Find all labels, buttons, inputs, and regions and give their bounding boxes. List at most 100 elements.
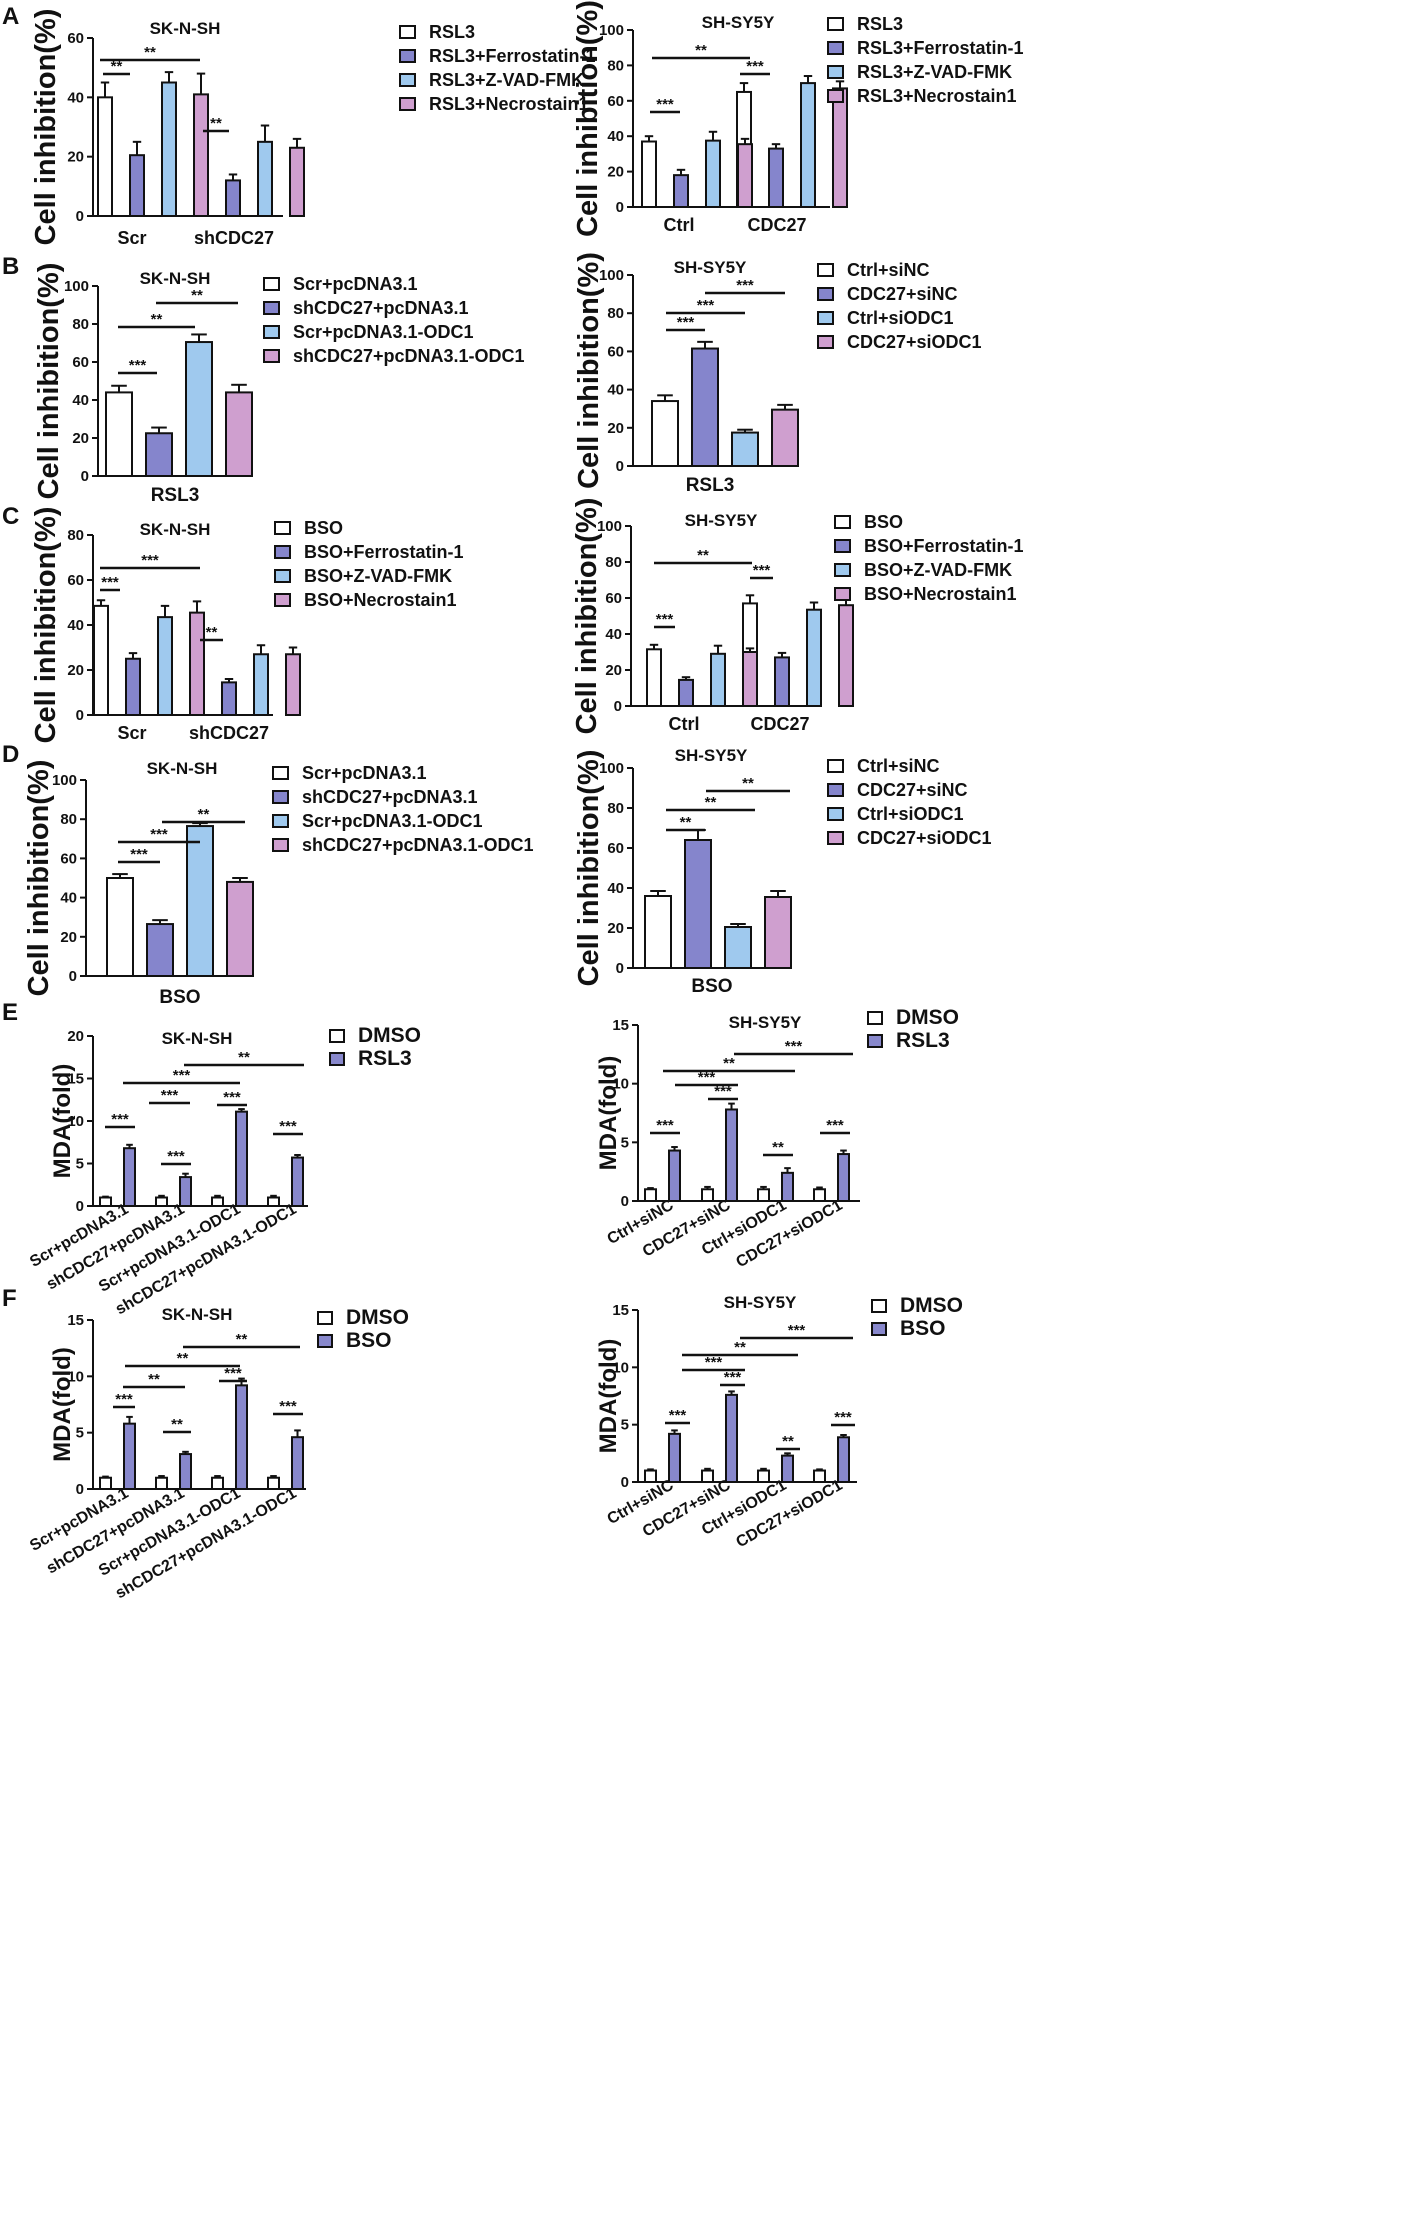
bar [221,681,237,716]
legend-label: Scr+pcDNA3.1 [302,763,427,783]
significance-label: *** [736,277,754,294]
panel-label: B [2,253,19,280]
chart-title: SK-N-SH [147,759,218,778]
bar [644,895,672,969]
bar [93,604,109,716]
bar [701,1469,714,1483]
legend: RSL3 RSL3+Ferrostatin-1 RSL3+Z-VAD-FMK RSL3… [399,22,596,114]
bar [684,839,712,969]
legend-swatch [274,569,291,583]
panel-label: C [2,503,19,530]
legend-label: shCDC27+pcDNA3.1 [302,787,478,807]
y-tick-label: 20 [607,920,624,937]
y-tick-label: 40 [607,382,624,399]
legend-swatch [834,587,851,601]
significance-label: ** [206,624,218,641]
significance-label: ** [680,814,692,831]
bar [105,391,133,477]
chart-title: SH-SY5Y [675,746,748,765]
bar [832,87,848,208]
significance-label: *** [101,574,119,591]
bar [257,140,273,217]
y-tick-label: 40 [72,392,89,409]
y-tick-label: 20 [72,430,89,447]
legend-swatch [329,1029,345,1043]
significance-label: *** [161,1087,179,1104]
x-category-label: shCDC27 [194,228,274,248]
legend-label: DMSO [358,1024,421,1047]
legend: Scr+pcDNA3.1 shCDC27+pcDNA3.1 Scr+pcDNA3.1… [263,274,525,366]
bar [644,1188,657,1203]
y-axis-label: MDA(fold) [49,1347,76,1462]
chart-title: SH-SY5Y [702,13,775,32]
bar [781,1171,794,1202]
legend-label: Scr+pcDNA3.1 [293,274,418,294]
panel-label: D [2,741,19,768]
legend-swatch [274,545,291,559]
legend-swatch [817,263,834,277]
bar [179,1176,192,1207]
significance-label: ** [177,1350,189,1367]
significance-label: ** [111,58,123,75]
y-axis-label: Cell inhibition(%) [30,507,62,744]
y-axis-label: Cell inhibition(%) [33,263,65,500]
significance-label: *** [697,297,715,314]
panel-e2: SH-SY5Y051015MDA(fold)Ctrl+siNCCDC27+siN… [595,1006,959,1271]
y-tick-label: 10 [67,1113,84,1130]
y-tick-label: 40 [60,890,77,907]
chart-title: SH-SY5Y [729,1013,802,1032]
significance-label: ** [238,1049,250,1066]
y-tick-label: 60 [607,93,624,110]
x-category-label: Ctrl [669,714,700,734]
bar [211,1196,224,1207]
legend-label: Ctrl+siNC [857,756,940,776]
bar [155,1476,168,1490]
y-tick-label: 100 [52,772,77,789]
significance-label: *** [111,1111,129,1128]
y-tick-label: 0 [76,1481,84,1498]
legend: Ctrl+siNC CDC27+siNC Ctrl+siODC1 CDC27+siOD… [817,260,982,352]
legend-label: DMSO [896,1006,959,1029]
bar [189,611,205,716]
bar [225,179,241,217]
significance-label: ** [198,806,210,823]
significance-label: ** [151,311,163,328]
bar [161,81,177,217]
bar [99,1476,112,1490]
legend-swatch [329,1052,345,1066]
bar [185,341,213,477]
y-axis-label: MDA(fold) [595,1056,622,1171]
bar [146,923,174,977]
legend-label: BSO+Necrostain1 [864,584,1017,604]
bar [813,1469,826,1483]
legend-swatch [817,311,834,325]
bar [837,1436,850,1484]
y-tick-label: 80 [607,800,624,817]
significance-label: ** [144,44,156,61]
legend-label: BSO [864,512,903,532]
bar [267,1196,280,1207]
bar [737,143,753,208]
significance-label: *** [705,1354,723,1371]
y-axis-label: MDA(fold) [595,1339,622,1454]
bar [123,1422,136,1490]
panel-f2: SH-SY5Y051015MDA(fold)Ctrl+siNCCDC27+siN… [595,1293,963,1551]
legend-swatch [827,831,844,845]
significance-label: ** [742,775,754,792]
bar [225,391,253,477]
significance-label: *** [788,1322,806,1339]
legend-label: shCDC27+pcDNA3.1 [293,298,469,318]
bar [725,1393,738,1484]
bar [129,154,145,217]
bar [781,1454,794,1484]
y-tick-label: 20 [67,149,84,166]
legend-label: BSO+Ferrostatin-1 [864,536,1024,556]
y-tick-label: 0 [614,698,622,715]
legend-label: DMSO [346,1306,409,1329]
panel-c1: C SK-N-SH 0 20 40 60 80 Cell inhibition(%) Scr sh… [2,503,464,743]
legend-swatch [272,766,289,780]
